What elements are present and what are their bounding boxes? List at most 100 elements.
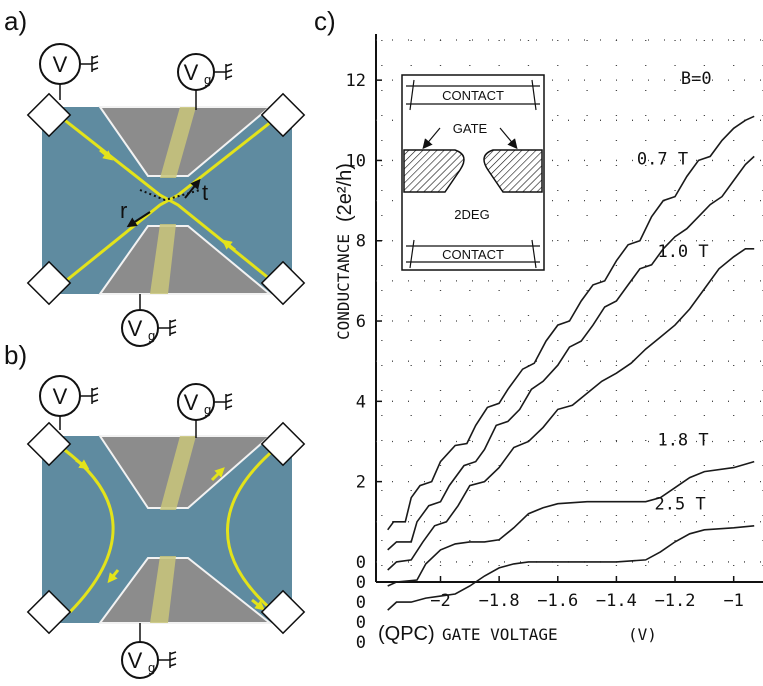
panel-b-label: b) xyxy=(4,340,27,370)
contact-pad xyxy=(260,421,306,467)
series-label: 1.8 T xyxy=(657,430,708,450)
panel-a-label: a) xyxy=(4,6,27,36)
edge-channel-right xyxy=(226,446,277,614)
ground-icon xyxy=(91,387,99,404)
series-curve xyxy=(387,115,755,531)
y-axis-title-unit: (2e²/h) xyxy=(334,163,356,222)
edge-arrow-b2 xyxy=(107,569,120,584)
vg-label-top-b: V xyxy=(184,390,199,415)
series-curve xyxy=(387,460,755,587)
gate-source-bottom-b: V g xyxy=(121,623,177,679)
ground-icon xyxy=(91,55,99,72)
offset-zero-label: 0 xyxy=(356,633,366,653)
gate-source-top-b: V g xyxy=(177,383,233,438)
inset-gate-left xyxy=(403,149,465,193)
series-curve xyxy=(387,248,755,571)
vg-label-bottom-a: V xyxy=(128,316,143,341)
contact-pad xyxy=(260,589,306,635)
inset-2deg-label: 2DEG xyxy=(454,207,489,222)
series-curve xyxy=(387,525,755,611)
contact-pad xyxy=(260,260,306,306)
vg-sub-bottom-b: g xyxy=(148,660,155,675)
ground-icon xyxy=(169,651,177,668)
offset-zero-label: 0 xyxy=(356,593,366,613)
vg-sub-top-b: g xyxy=(204,402,211,417)
y-tick-label: 4 xyxy=(356,392,366,412)
r-arrow xyxy=(126,211,151,228)
contact-pad xyxy=(26,260,72,306)
y-tick-label: 2 xyxy=(356,473,366,493)
edge-channel-reverse xyxy=(61,116,277,286)
inset-gate-arrow-right xyxy=(499,127,518,150)
top-finger-gate xyxy=(160,107,196,178)
vg-label-top-a: V xyxy=(184,60,199,85)
vg-label-bottom-b: V xyxy=(128,648,143,673)
x-tick-label: −1.6 xyxy=(537,591,578,611)
inset-schematic: CONTACT GATE 2DEG CONTACT xyxy=(401,74,545,271)
panel-a: a) r t xyxy=(4,6,306,347)
transmission-label: t xyxy=(202,180,208,205)
y-tick-label: 12 xyxy=(346,71,366,91)
t-arrow xyxy=(184,178,201,199)
contact-pad xyxy=(26,589,72,635)
ground-icon xyxy=(225,63,233,80)
bottom-finger-gate xyxy=(150,556,176,623)
ground-icon xyxy=(169,319,177,336)
gate-source-top-a: V g xyxy=(177,53,233,110)
y-axis-title: CONDUCTANCE (2e²/h) xyxy=(334,163,356,340)
offset-zero-label: 0 xyxy=(356,573,366,593)
inset-contact-top: CONTACT xyxy=(442,88,504,103)
series-label: B=0 xyxy=(681,69,712,89)
x-tick-label: −1.4 xyxy=(596,591,637,611)
series-label: 1.0 T xyxy=(657,242,708,262)
reflection-label: r xyxy=(120,198,127,223)
contact-pads-b xyxy=(26,421,306,635)
contact-pad xyxy=(26,92,72,138)
x-ticks: −2 −1.8 −1.6 −1.4 −1.2 −1 xyxy=(430,576,744,611)
series-labels: B=0 0.7 T 1.0 T 1.8 T 2.5 T xyxy=(637,69,712,515)
voltmeter-b: V xyxy=(39,375,99,430)
contact-pads-a xyxy=(26,92,306,306)
ground-icon xyxy=(225,393,233,410)
bottom-finger-gate xyxy=(150,224,176,294)
voltmeter-label: V xyxy=(53,52,68,77)
inset-gate-label: GATE xyxy=(453,121,488,136)
qpc-device-a: r t xyxy=(42,106,292,295)
x-axis-title-unit: (V) xyxy=(628,625,657,644)
series-label: 2.5 T xyxy=(655,495,706,515)
offset-zero-label: 0 xyxy=(356,553,366,573)
edge-arrow-a2 xyxy=(221,239,236,252)
edge-arrow-a1 xyxy=(99,148,114,161)
top-finger-gate xyxy=(160,436,196,510)
offset-zero-label: 0 xyxy=(356,613,366,633)
y-tick-label: 10 xyxy=(346,151,366,171)
edge-arrow-b3 xyxy=(251,598,266,611)
edge-arrow-b4 xyxy=(210,467,225,482)
y-ticks: 2 4 6 8 10 12 xyxy=(346,71,382,493)
series-curves xyxy=(387,115,755,611)
x-axis-title-prefix: (QPC) xyxy=(378,623,435,645)
gate-source-bottom-a: V g xyxy=(121,294,177,347)
vg-sub-top-a: g xyxy=(204,72,211,87)
panel-b: b) V xyxy=(4,340,306,679)
series-label: 0.7 T xyxy=(637,149,688,169)
y-tick-label: 6 xyxy=(356,312,366,332)
vg-sub-bottom-a: g xyxy=(148,328,155,343)
contact-pad xyxy=(26,421,72,467)
series-curve xyxy=(387,155,755,551)
inset-gate-arrow-left xyxy=(422,127,441,150)
x-axis-title-main: GATE VOLTAGE xyxy=(442,625,558,644)
edge-arrow-b1 xyxy=(75,458,90,470)
voltmeter-a: V xyxy=(39,43,99,100)
qpc-device-b xyxy=(42,435,292,624)
contact-pad xyxy=(260,92,306,138)
voltmeter-label-b: V xyxy=(53,384,68,409)
y-axis-title-main: CONDUCTANCE xyxy=(334,234,353,340)
inset-contact-bottom: CONTACT xyxy=(442,247,504,262)
x-tick-label: −1 xyxy=(723,591,743,611)
x-tick-label: −2 xyxy=(430,591,450,611)
y-tick-label: 8 xyxy=(356,232,366,252)
